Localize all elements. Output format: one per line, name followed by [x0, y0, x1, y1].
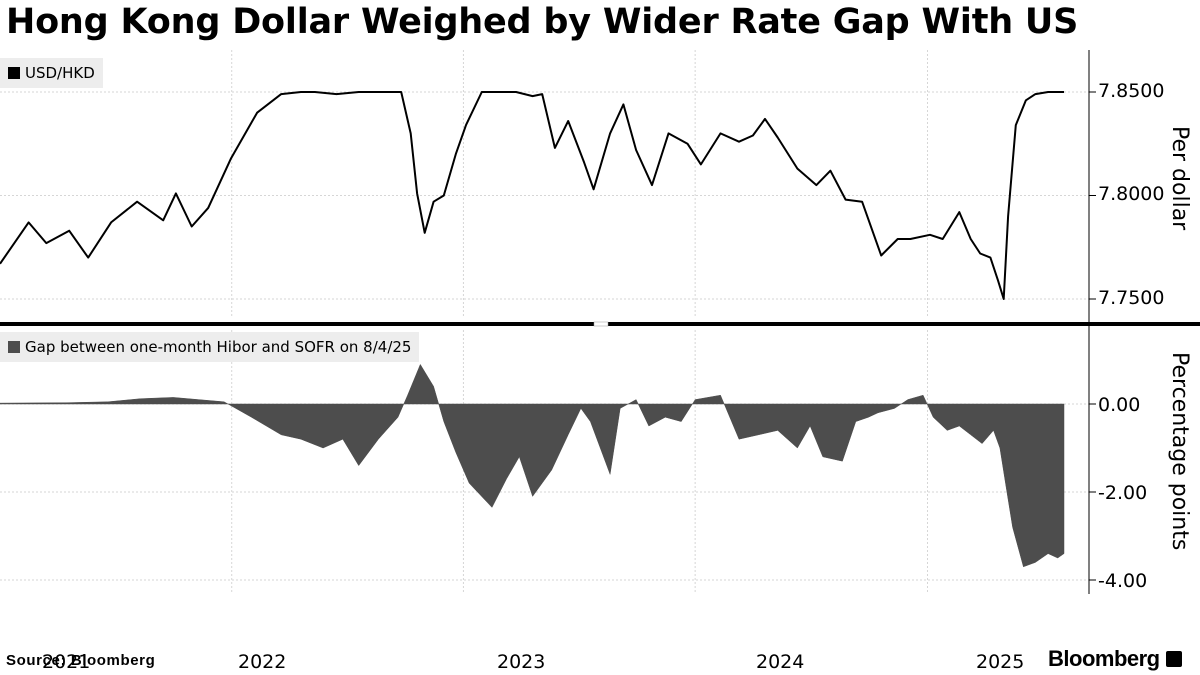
source-note: Source: Bloomberg	[6, 652, 156, 669]
xtick-2024: 2024	[756, 651, 805, 673]
xtick-2025: 2025	[976, 651, 1025, 673]
ytick-top-2: 7.7500	[1098, 287, 1165, 309]
legend-label-usdhkd: USD/HKD	[25, 64, 95, 82]
unit-label-top: Per dollar	[1167, 126, 1192, 231]
legend-swatch-area	[8, 341, 20, 353]
brand-logo: Bloomberg	[1048, 646, 1182, 672]
xtick-2022: 2022	[238, 651, 287, 673]
unit-label-bottom: Percentage points	[1167, 352, 1192, 551]
ytick-bottom-0: 0.00	[1098, 394, 1141, 416]
legend-label-gap: Gap between one-month Hibor and SOFR on …	[25, 338, 412, 356]
ytick-bottom-2: -4.00	[1098, 570, 1148, 592]
rate-gap-area	[0, 363, 1065, 568]
ytick-top-1: 7.8000	[1098, 183, 1165, 205]
legend-usdhkd: USD/HKD	[0, 58, 103, 88]
ytick-top-0: 7.8500	[1098, 80, 1165, 102]
ytick-bottom-1: -2.00	[1098, 482, 1148, 504]
usdhkd-line	[0, 91, 1064, 300]
chart-title: Hong Kong Dollar Weighed by Wider Rate G…	[6, 2, 1079, 42]
xtick-2023: 2023	[497, 651, 546, 673]
legend-gap: Gap between one-month Hibor and SOFR on …	[0, 332, 420, 362]
brand-text: Bloomberg	[1048, 646, 1160, 671]
bloomberg-chart-icon	[1165, 651, 1182, 667]
legend-swatch-line	[8, 67, 20, 79]
panel-divider-handle	[593, 321, 609, 327]
xtick-2021: 2021	[42, 651, 91, 673]
